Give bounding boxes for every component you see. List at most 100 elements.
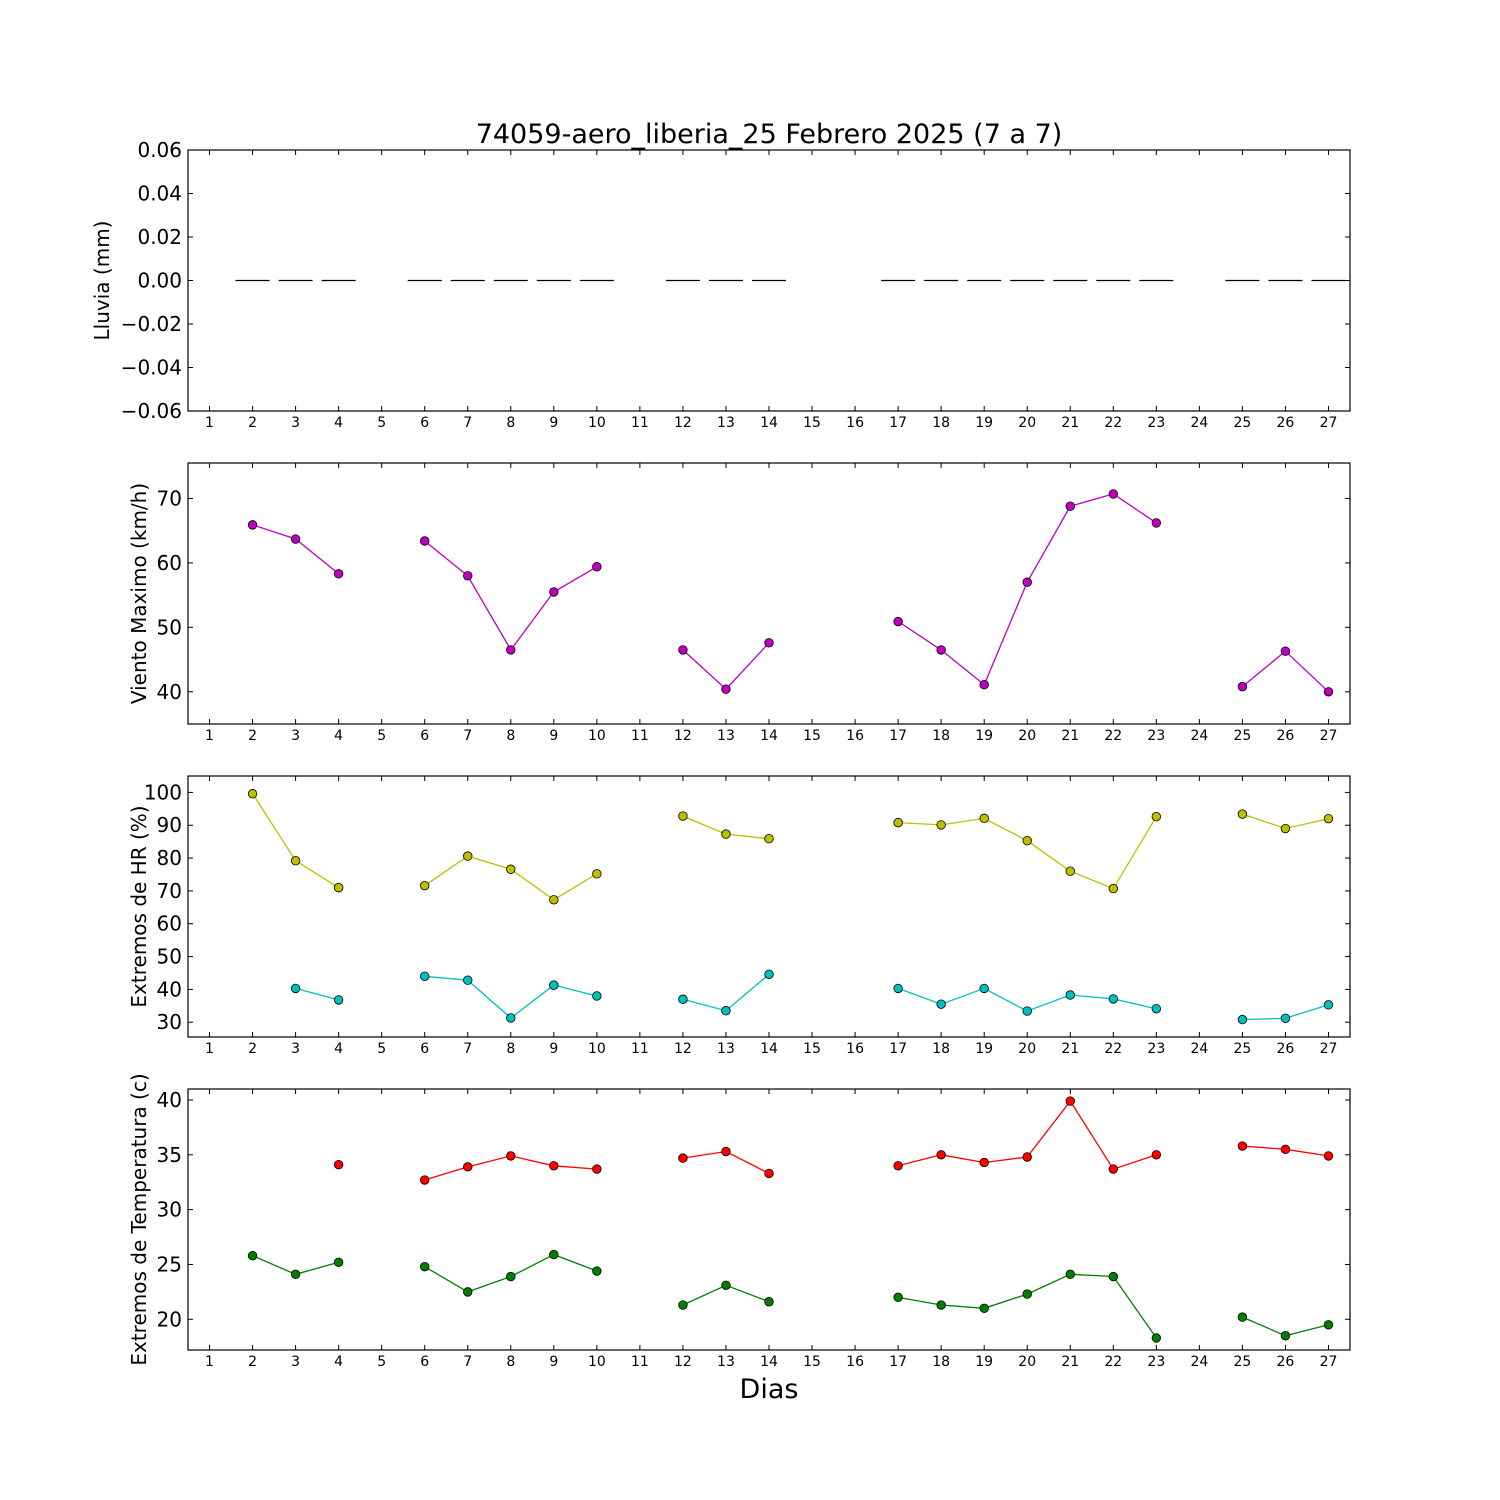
x-tick-label: 20 <box>1018 1041 1036 1057</box>
data-point <box>1022 1289 1032 1299</box>
x-tick-label: 9 <box>549 415 558 431</box>
data-point <box>290 983 301 994</box>
data-point <box>1323 1151 1334 1161</box>
y-axis-label: Viento Maximo (km/h) <box>127 483 151 704</box>
y-tick-label: 70 <box>157 879 182 903</box>
data-point <box>506 645 516 655</box>
x-tick-label: 26 <box>1277 415 1295 431</box>
x-tick-label: 10 <box>588 415 606 431</box>
panels: 1 2 3 4 5 6 7 8 9 10 11 12 13 14 15 16 17 18 19 20 21 22 23 24 2… <box>90 138 1351 1370</box>
data-point <box>893 983 903 994</box>
x-tick-label: 21 <box>1061 728 1079 744</box>
data-point <box>247 1250 258 1261</box>
x-tick-label: 10 <box>588 1354 606 1370</box>
x-tick-label: 22 <box>1104 1354 1122 1370</box>
series-line <box>1241 650 1329 693</box>
x-tick-label: 20 <box>1018 415 1036 431</box>
data-point <box>1108 994 1118 1004</box>
series-2 <box>290 969 1334 1025</box>
x-tick-label: 16 <box>846 1041 864 1057</box>
data-point <box>506 1271 516 1282</box>
data-point <box>463 851 473 861</box>
data-point <box>549 587 559 597</box>
x-tick-label: 18 <box>932 1041 950 1057</box>
data-point <box>290 534 301 544</box>
data-point <box>1151 812 1162 822</box>
data-point <box>678 1153 688 1163</box>
data-point <box>1323 687 1334 697</box>
data-point <box>893 616 903 627</box>
y-tick-label: 60 <box>157 912 182 936</box>
x-tick-label: 25 <box>1233 415 1251 431</box>
x-tick-label: 8 <box>506 728 515 744</box>
x-axis-label: Dias <box>740 1374 799 1405</box>
x-tick-label: 13 <box>717 728 735 744</box>
y-axis-label: Extremos de HR (%) <box>127 805 151 1007</box>
x-tick-label: 20 <box>1018 1354 1036 1370</box>
panel-3: 1 2 3 4 5 6 7 8 9 10 11 12 13 14 15 16 17 18 19 20 21 22 23 24 2… <box>127 775 1351 1057</box>
x-tick-label: 14 <box>760 1354 778 1370</box>
x-tick-label: 26 <box>1277 1041 1295 1057</box>
data-point <box>721 1280 731 1290</box>
data-point <box>1280 823 1291 834</box>
y-tick-label: 40 <box>157 1088 182 1112</box>
x-tick-label: 25 <box>1233 1354 1251 1370</box>
data-point <box>420 536 430 546</box>
data-point <box>1280 1331 1291 1341</box>
data-point <box>936 1150 946 1160</box>
x-tick-label: 24 <box>1190 1354 1208 1370</box>
x-tick-label: 22 <box>1104 728 1122 744</box>
data-point <box>678 645 688 655</box>
series-line <box>424 975 598 1019</box>
data-point <box>1237 1014 1248 1025</box>
data-point <box>979 679 989 690</box>
y-axis-label: Extremos de Temperatura (c) <box>127 1073 151 1365</box>
x-tick-label: 8 <box>506 1041 515 1057</box>
x-tick-label: 4 <box>334 415 343 431</box>
data-point <box>1323 1000 1334 1010</box>
x-tick-label: 21 <box>1061 1354 1079 1370</box>
x-tick-label: 27 <box>1320 1041 1338 1057</box>
y-tick-label: 0.04 <box>137 182 182 206</box>
y-tick-label: 60 <box>157 551 182 575</box>
x-tick-label: 23 <box>1147 728 1165 744</box>
series-line <box>897 493 1157 686</box>
data-point <box>506 1151 516 1161</box>
data-point <box>1065 1269 1075 1280</box>
x-tick-label: 2 <box>248 1354 257 1370</box>
series-line <box>682 642 770 691</box>
x-tick-label: 9 <box>549 728 558 744</box>
data-point <box>549 980 559 990</box>
data-point <box>1151 518 1162 528</box>
x-tick-label: 18 <box>932 728 950 744</box>
x-tick-label: 12 <box>674 728 692 744</box>
data-point <box>764 969 774 979</box>
series-line <box>424 855 598 901</box>
data-point <box>549 1249 559 1260</box>
y-tick-label: 20 <box>157 1307 182 1331</box>
axes-frame <box>187 775 1351 1038</box>
data-point <box>764 1297 774 1307</box>
chart-title: 74059-aero_liberia_25 Febrero 2025 (7 a … <box>476 119 1063 150</box>
data-point <box>1237 1312 1248 1322</box>
y-tick-label: −0.02 <box>121 312 182 336</box>
x-tick-label: 15 <box>803 728 821 744</box>
x-tick-label: 23 <box>1147 1354 1165 1370</box>
x-tick-label: 2 <box>248 728 257 744</box>
x-tick-label: 16 <box>846 728 864 744</box>
x-tick-label: 22 <box>1104 415 1122 431</box>
x-tick-label: 3 <box>291 1041 300 1057</box>
x-tick-label: 3 <box>291 1354 300 1370</box>
axes-frame <box>187 1088 1351 1351</box>
x-tick-label: 21 <box>1061 1041 1079 1057</box>
data-point <box>592 869 602 879</box>
data-point <box>678 811 688 821</box>
x-tick-label: 13 <box>717 415 735 431</box>
data-point <box>1065 1096 1075 1106</box>
x-tick-label: 7 <box>463 728 472 744</box>
y-tick-label: 30 <box>157 1010 182 1034</box>
data-point <box>1065 866 1075 876</box>
data-point <box>290 1269 301 1280</box>
data-point <box>1280 646 1291 656</box>
x-tick-label: 3 <box>291 415 300 431</box>
